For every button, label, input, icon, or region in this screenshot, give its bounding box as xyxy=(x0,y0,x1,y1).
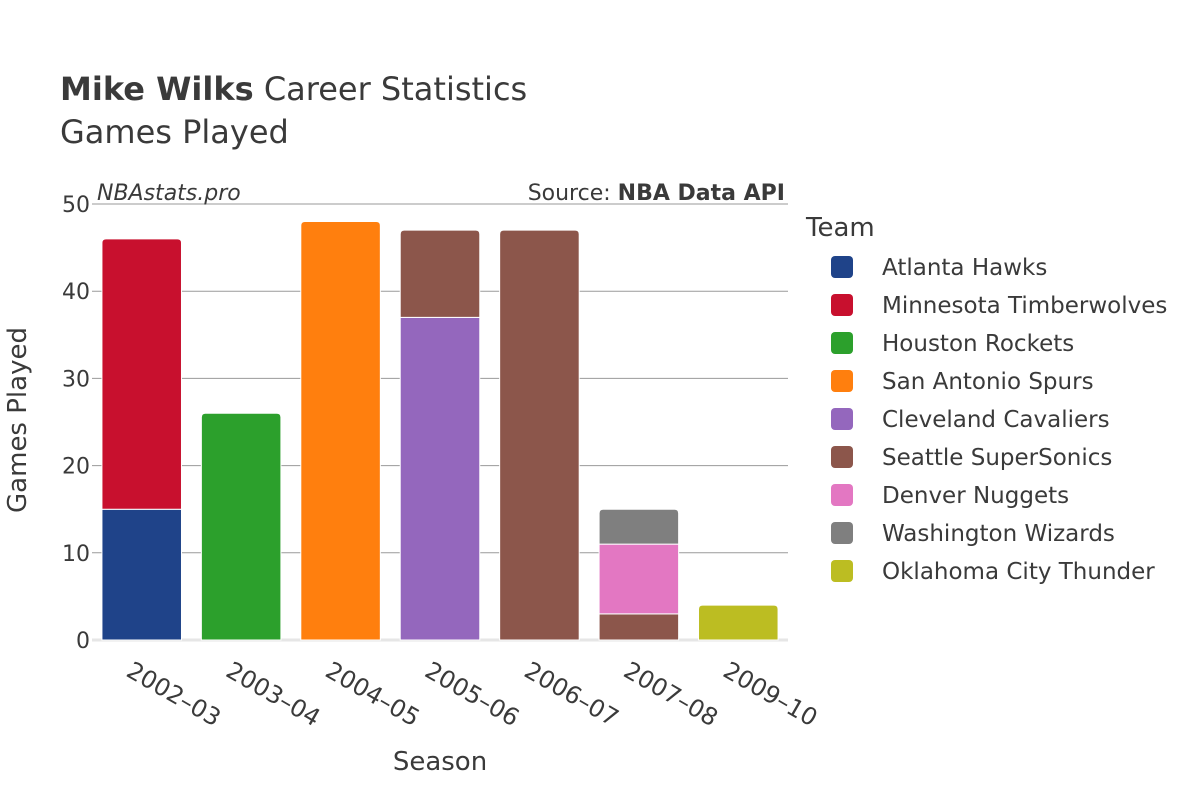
bar-segment xyxy=(399,316,481,641)
x-tick-label: 2007–08 xyxy=(619,656,723,732)
legend-label: Minnesota Timberwolves xyxy=(882,293,1167,319)
legend: Atlanta Hawks Minnesota Timberwolves Houst… xyxy=(831,255,1167,585)
legend-swatch xyxy=(831,332,853,354)
legend-label: Houston Rockets xyxy=(882,331,1074,357)
x-tick-label: 2002–03 xyxy=(122,656,226,732)
y-tick-label: 20 xyxy=(62,455,90,480)
bar-segment xyxy=(598,543,680,615)
x-tick-label: 2004–05 xyxy=(321,656,425,732)
x-tick-label: 2009–10 xyxy=(718,656,822,732)
legend-swatch xyxy=(831,370,853,392)
bar-segment xyxy=(200,412,282,641)
legend-title: Team xyxy=(805,213,875,243)
y-tick-label: 50 xyxy=(62,193,90,218)
legend-label: Atlanta Hawks xyxy=(882,255,1047,281)
y-tick-label: 0 xyxy=(76,629,90,654)
legend-swatch xyxy=(831,408,853,430)
bar-segment xyxy=(101,238,182,510)
y-tick-labels: 0 10 20 30 40 50 xyxy=(62,193,90,654)
legend-swatch xyxy=(831,256,853,278)
bar-segment xyxy=(300,220,381,641)
y-axis-title: Games Played xyxy=(3,327,33,513)
legend-swatch xyxy=(831,560,853,582)
legend-label: Oklahoma City Thunder xyxy=(882,559,1155,585)
y-tick-label: 40 xyxy=(62,280,90,305)
y-tick-label: 10 xyxy=(62,542,90,567)
x-tick-labels: 2002–032003–042004–052005–062006–072007–… xyxy=(122,656,822,732)
bar-segment xyxy=(598,613,680,641)
legend-label: Washington Wizards xyxy=(882,521,1115,547)
chart-subtitle: Games Played xyxy=(60,113,289,151)
legend-swatch xyxy=(831,522,853,544)
watermark: NBAstats.pro xyxy=(97,181,241,206)
bar-segment xyxy=(598,508,680,545)
legend-label: Seattle SuperSonics xyxy=(882,445,1112,471)
x-tick-label: 2006–07 xyxy=(520,656,624,732)
bar-segment xyxy=(698,604,779,641)
source-name: NBA Data API xyxy=(618,181,785,206)
legend-swatch xyxy=(831,484,853,506)
x-tick-label: 2003–04 xyxy=(221,656,325,732)
bar-segment xyxy=(399,229,481,318)
x-tick-label: 2005–06 xyxy=(420,656,524,732)
bar-segment xyxy=(101,508,182,641)
y-tick-label: 30 xyxy=(62,367,90,392)
legend-label: Cleveland Cavaliers xyxy=(882,407,1110,433)
bar-segment xyxy=(499,229,580,641)
x-axis-title: Season xyxy=(393,747,487,777)
source-prefix: Source: xyxy=(528,181,618,206)
chart-title-rest: Career Statistics xyxy=(254,70,528,108)
source-label: Source: NBA Data API xyxy=(528,181,785,206)
legend-label: Denver Nuggets xyxy=(882,483,1069,509)
chart-title: Mike Wilks Career Statistics xyxy=(60,70,527,108)
legend-label: San Antonio Spurs xyxy=(882,369,1094,395)
chart-title-player: Mike Wilks xyxy=(60,70,254,108)
legend-swatch xyxy=(831,294,853,316)
bars xyxy=(101,220,779,641)
legend-swatch xyxy=(831,446,853,468)
